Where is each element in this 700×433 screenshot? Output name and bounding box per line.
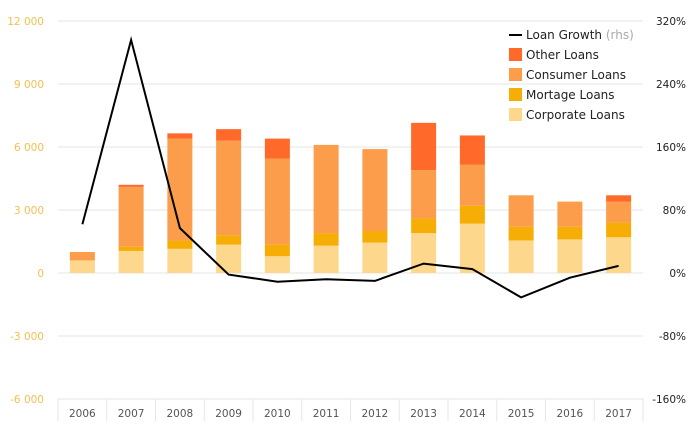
legend-note: (rhs) <box>602 28 634 42</box>
bar-consumer-loans <box>167 138 193 241</box>
bar-mortage-loans <box>167 240 193 249</box>
bar-consumer-loans <box>216 140 242 236</box>
bar-corporate-loans <box>508 240 534 273</box>
bar-consumer-loans <box>118 186 144 247</box>
x-tick-label: 2015 <box>508 408 535 420</box>
bar-corporate-loans <box>264 256 290 273</box>
bar-consumer-loans <box>459 164 485 206</box>
bar-mortage-loans <box>508 226 534 241</box>
legend-label: Consumer Loans <box>526 68 626 82</box>
legend-label: Loan Growth (rhs) <box>526 28 634 42</box>
bar-mortage-loans <box>411 218 437 234</box>
x-tick-label: 2011 <box>313 408 340 420</box>
bar-consumer-loans <box>411 170 437 219</box>
bar-other-loans <box>216 129 242 141</box>
bar-corporate-loans <box>69 260 95 273</box>
legend-label: Corporate Loans <box>526 108 625 122</box>
loan-growth-line-group <box>81 35 619 299</box>
bar-consumer-loans <box>606 201 632 223</box>
y2-tick-label: 0% <box>669 268 686 280</box>
legend-label: Other Loans <box>526 48 599 62</box>
bar-consumer-loans <box>557 201 583 227</box>
bar-corporate-loans <box>118 250 144 273</box>
legend-swatch <box>509 108 522 121</box>
bar-mortage-loans <box>606 222 632 238</box>
bar-corporate-loans <box>313 245 339 273</box>
grid-lines <box>57 20 644 421</box>
x-tick-label: 2017 <box>605 408 632 420</box>
y-tick-label: -3 000 <box>10 331 44 343</box>
bar-mortage-loans <box>216 235 242 245</box>
bar-consumer-loans <box>69 252 95 261</box>
bar-consumer-loans <box>264 158 290 245</box>
bar-mortage-loans <box>313 233 339 246</box>
x-tick-label: 2007 <box>118 408 145 420</box>
bar-consumer-loans <box>508 195 534 227</box>
x-tick-label: 2008 <box>167 408 194 420</box>
bar-consumer-loans <box>362 149 388 231</box>
legend-label: Mortage Loans <box>526 88 615 102</box>
bar-mortage-loans <box>557 226 583 240</box>
bar-mortage-loans <box>118 246 144 251</box>
bar-mortage-loans <box>362 231 388 243</box>
bar-corporate-loans <box>362 242 388 273</box>
x-tick-label: 2009 <box>215 408 242 420</box>
x-tick-label: 2006 <box>69 408 96 420</box>
legend-swatch <box>509 48 522 61</box>
y2-tick-label: 320% <box>656 16 686 28</box>
x-tick-label: 2014 <box>459 408 486 420</box>
bar-mortage-loans <box>264 244 290 257</box>
y2-tick-label: 160% <box>656 142 686 154</box>
bar-mortage-loans <box>459 205 485 224</box>
axes: -6 000 -3 000 0 3 000 6 000 9 000 12 000 -160% -… <box>7 16 686 420</box>
bar-other-loans <box>411 122 437 171</box>
bars <box>69 122 632 273</box>
legend-swatch <box>509 68 522 81</box>
y-tick-label: 6 000 <box>14 142 44 154</box>
bar-other-loans <box>459 135 485 165</box>
bar-other-loans <box>118 184 144 187</box>
y-tick-label: -6 000 <box>10 394 44 406</box>
bar-other-loans <box>606 195 632 202</box>
x-tick-label: 2016 <box>557 408 584 420</box>
bar-corporate-loans <box>459 223 485 273</box>
bar-corporate-loans <box>167 248 193 273</box>
y2-tick-label: -80% <box>659 331 686 343</box>
y-tick-label: 3 000 <box>14 205 44 217</box>
y-tick-label: 0 <box>37 268 44 280</box>
y2-tick-label: 80% <box>663 205 686 217</box>
loan-growth-line <box>81 35 619 299</box>
bar-corporate-loans <box>216 244 242 273</box>
bar-consumer-loans <box>313 144 339 234</box>
legend-swatch <box>509 88 522 101</box>
x-tick-label: 2012 <box>362 408 389 420</box>
x-tick-label: 2010 <box>264 408 291 420</box>
y-tick-label: 12 000 <box>7 16 44 28</box>
legend: Loan Growth (rhs) Other Loans Consumer Loa… <box>509 28 634 122</box>
bar-corporate-loans <box>557 239 583 273</box>
y2-tick-label: -160% <box>652 394 686 406</box>
bar-other-loans <box>167 133 193 139</box>
bar-other-loans <box>264 138 290 159</box>
y2-tick-label: 240% <box>656 79 686 91</box>
y-tick-label: 9 000 <box>14 79 44 91</box>
x-tick-label: 2013 <box>410 408 437 420</box>
